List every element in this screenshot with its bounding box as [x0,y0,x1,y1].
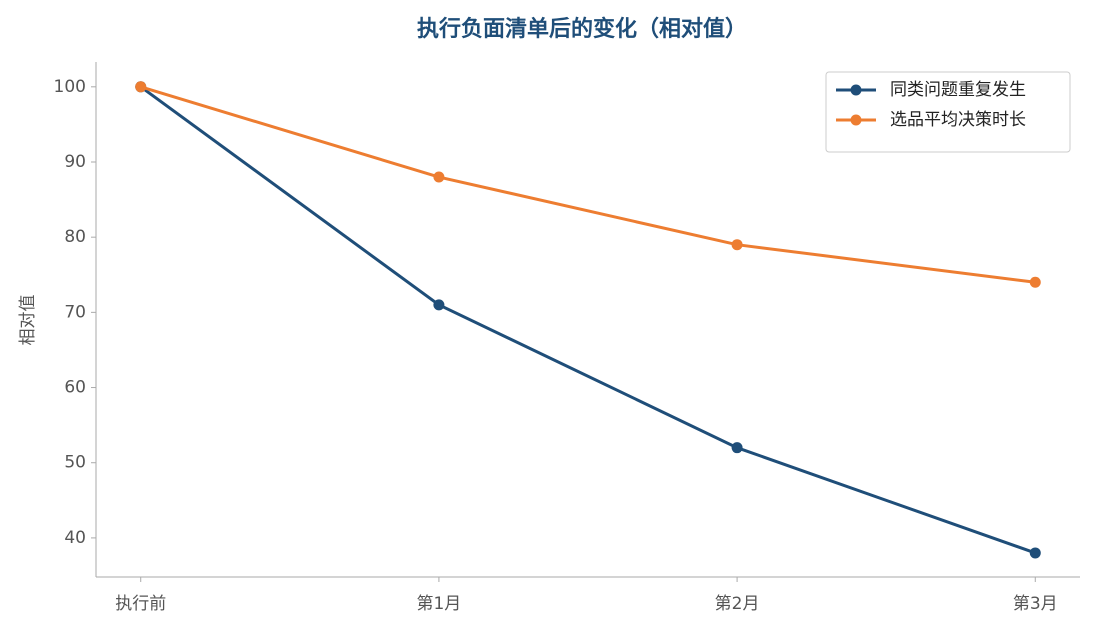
data-point [1029,276,1041,288]
data-point [433,299,445,311]
x-tick-label: 第1月 [416,594,461,614]
y-tick-label: 80 [64,227,86,247]
legend-marker [850,114,862,126]
y-tick-label: 70 [64,302,86,322]
data-point [731,239,743,251]
chart-title: 执行负面清单后的变化（相对值） [417,16,747,42]
y-tick-label: 50 [64,453,86,473]
y-tick-label: 90 [64,152,86,172]
data-point [433,171,445,183]
y-tick-label: 60 [64,378,86,398]
series-line [139,85,1036,555]
series-line [140,85,1036,284]
data-point [1029,547,1041,559]
data-point [135,81,147,93]
x-tick-label: 第3月 [1013,594,1058,614]
legend-marker [850,84,862,96]
legend-box [825,71,1071,153]
x-tick-label: 第2月 [715,594,760,614]
x-tick-label: 执行前 [115,594,166,614]
legend-label: 同类问题重复发生 [890,80,1026,100]
y-tick-label: 40 [64,528,86,548]
y-axis-label: 相对值 [18,295,38,346]
legend-label: 选品平均决策时长 [890,110,1026,130]
y-tick-label: 100 [54,77,86,97]
data-point [731,442,743,454]
